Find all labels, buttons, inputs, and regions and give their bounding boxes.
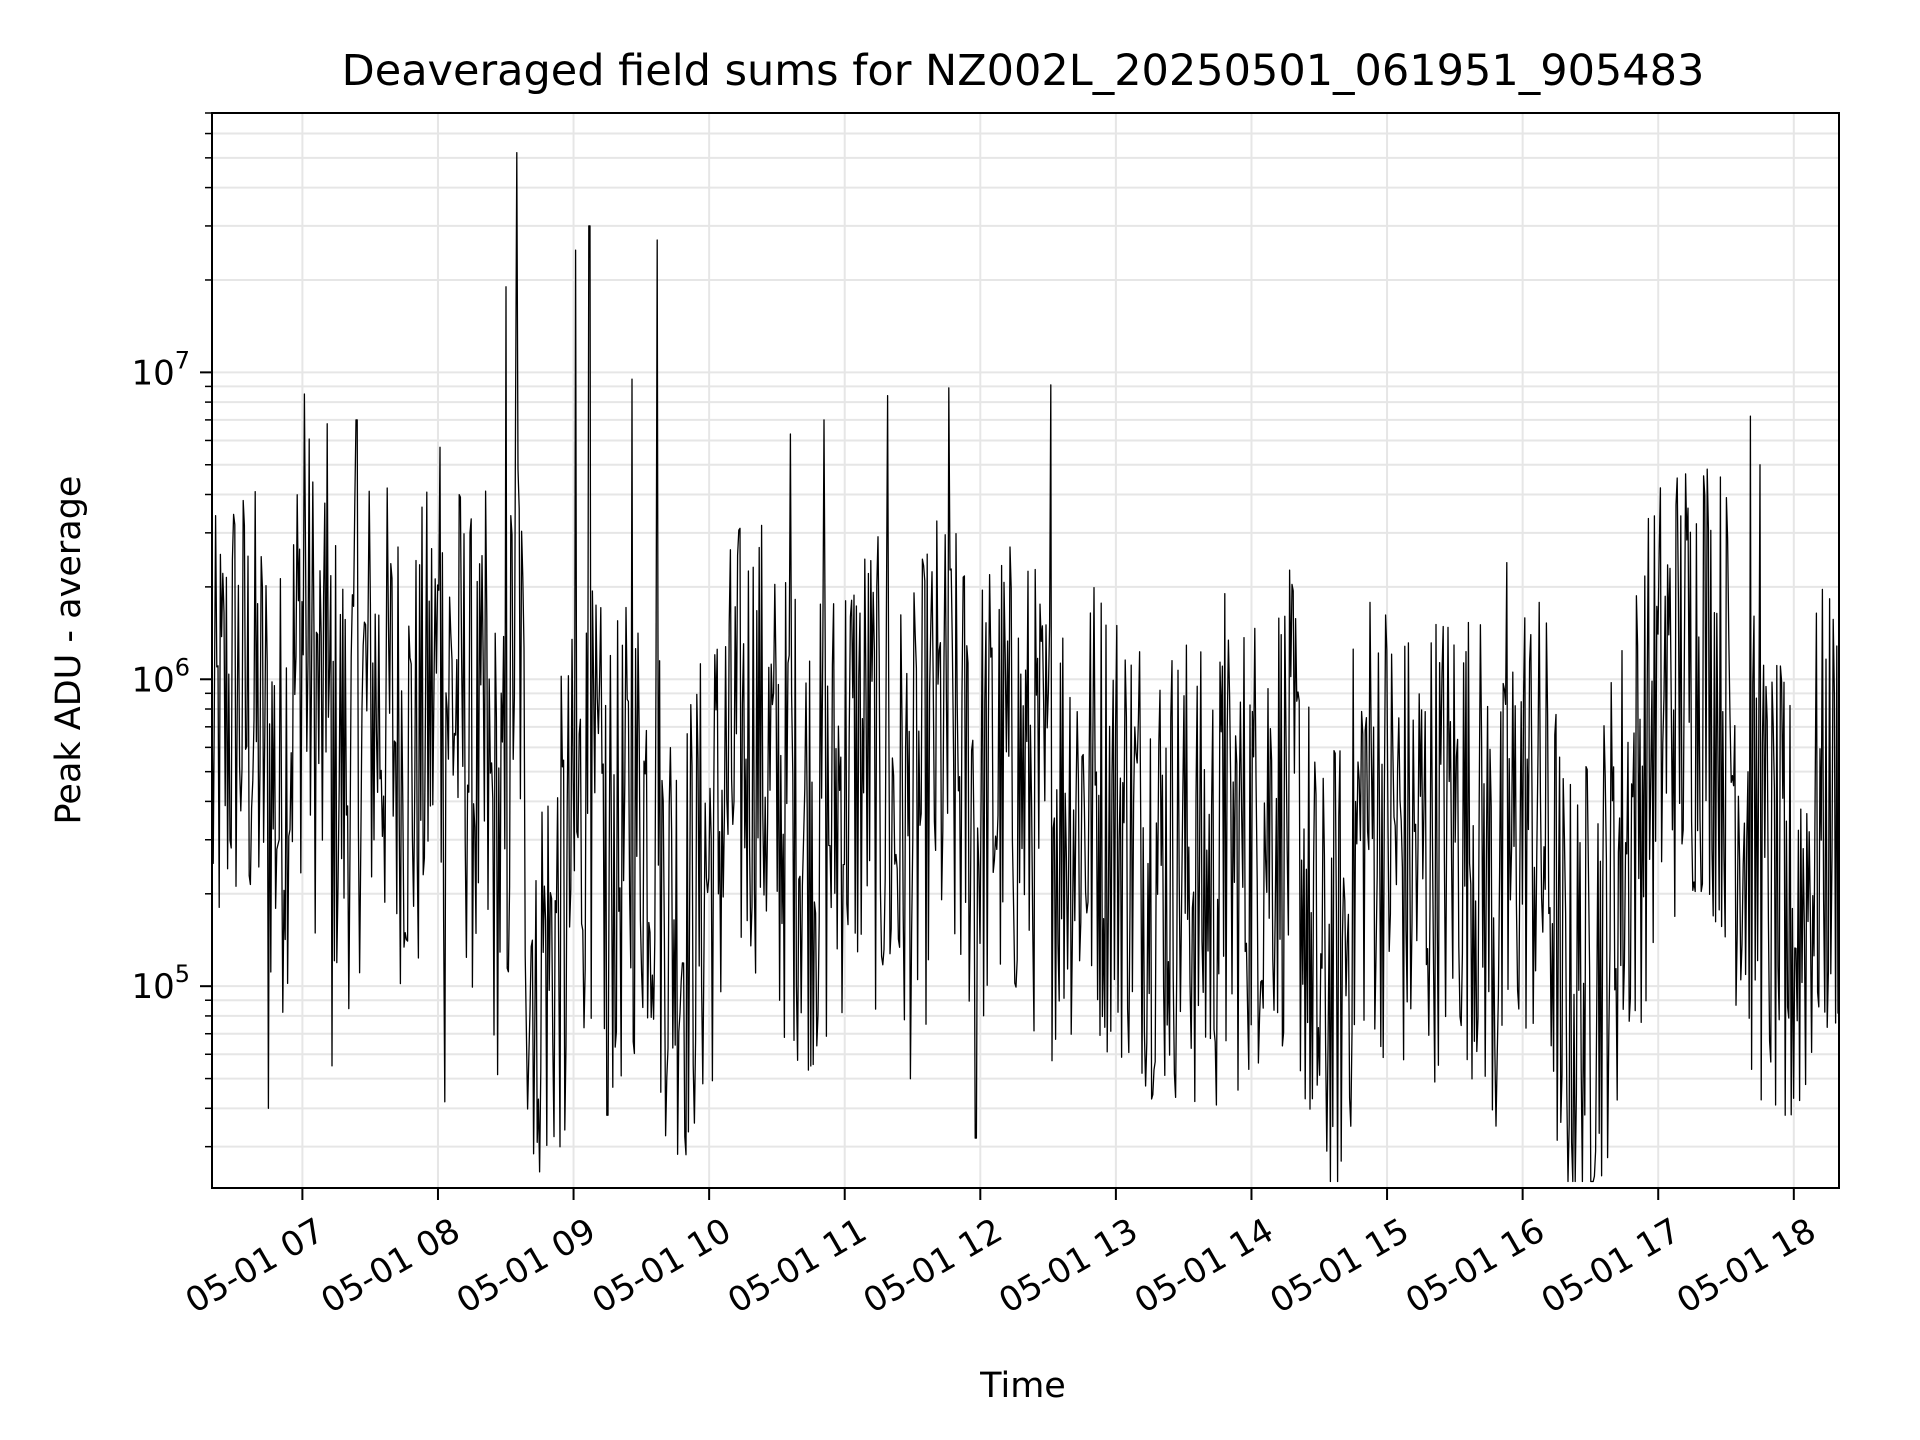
plot-frame: [211, 112, 1840, 1189]
y-tick-label: 106: [131, 653, 190, 700]
x-axis-label: Time: [979, 1366, 1066, 1406]
y-tick-label: 105: [131, 960, 190, 1007]
chart-title: Deaveraged field sums for NZ002L_2025050…: [342, 46, 1705, 96]
y-axis-label: Peak ADU - average: [49, 476, 89, 825]
series-layer: [211, 151, 1839, 1183]
series-line: [211, 151, 1839, 1183]
y-tick-label: 107: [131, 346, 190, 393]
y-axis-ticks: 105 106 107: [131, 112, 212, 1148]
